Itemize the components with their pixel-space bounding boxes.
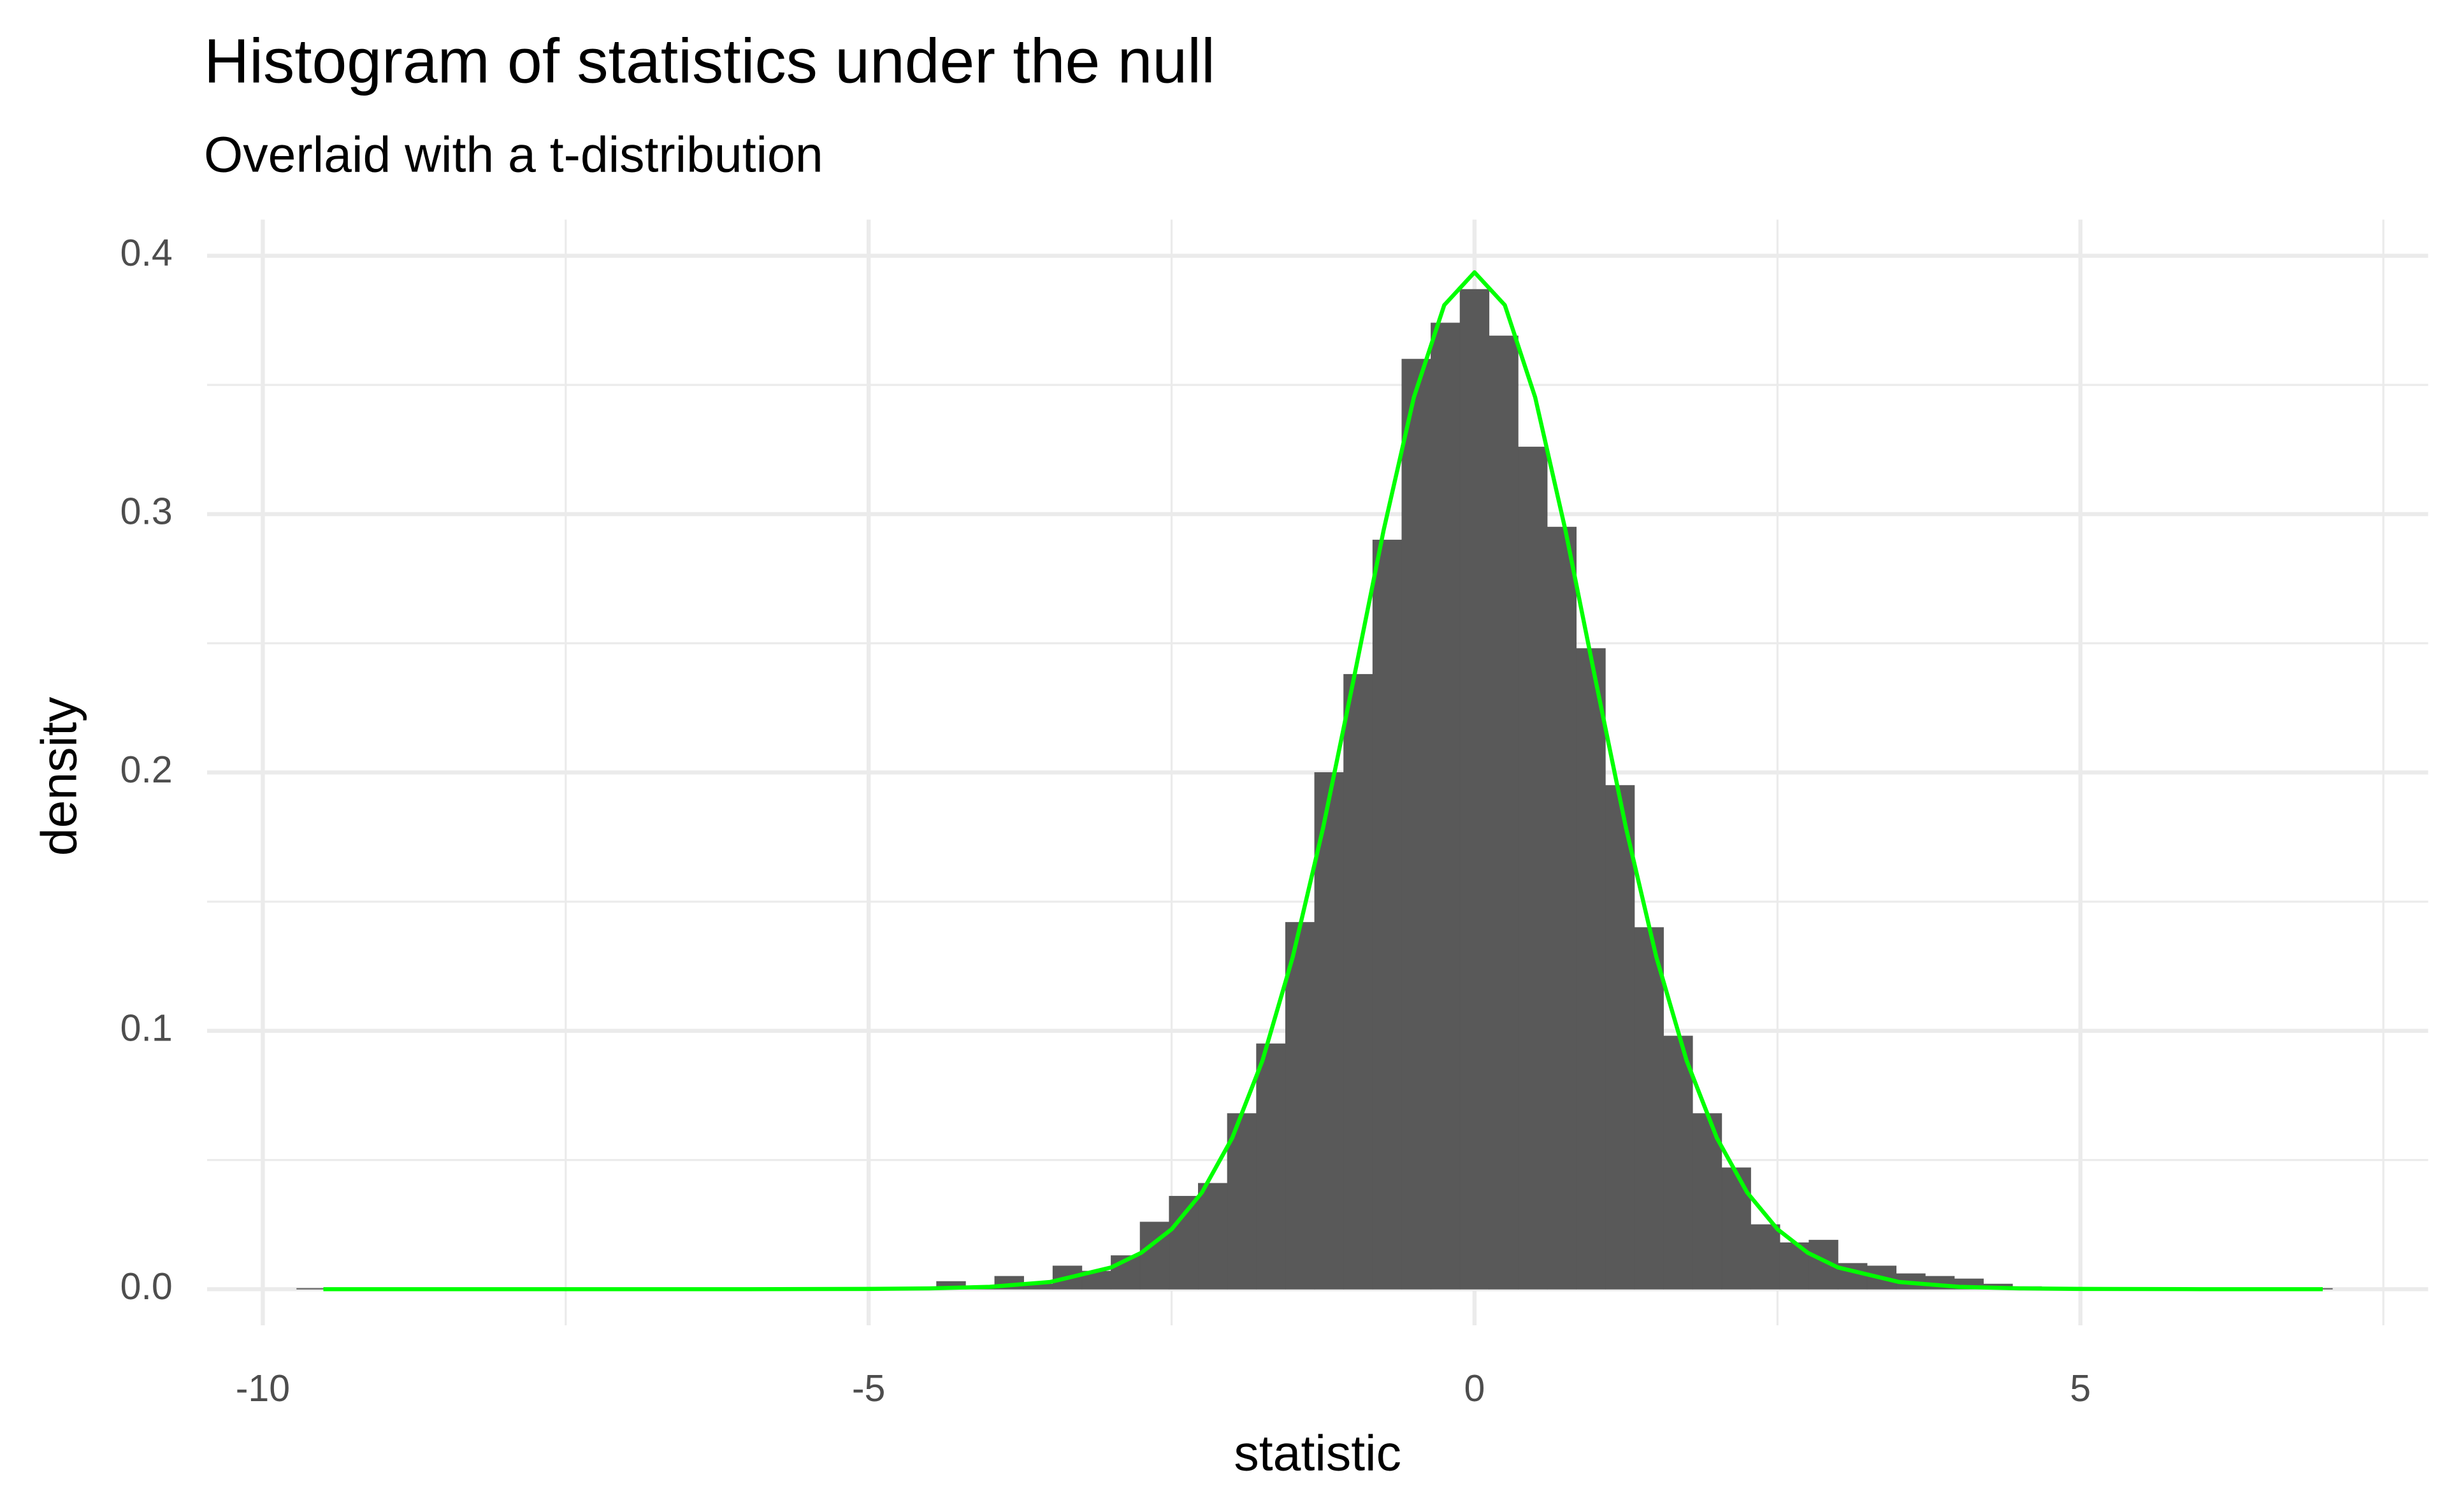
histogram-bar	[1169, 1195, 1199, 1290]
x-tick-label: -10	[236, 1367, 290, 1409]
y-axis-title: density	[31, 696, 87, 856]
histogram-bar	[1634, 927, 1664, 1290]
y-tick-label: 0.3	[120, 490, 173, 532]
histogram-bar	[1663, 1035, 1693, 1290]
histogram-bar	[1256, 1043, 1286, 1290]
histogram-bar	[1518, 447, 1548, 1290]
histogram-bar	[1576, 648, 1606, 1290]
histogram-bar	[1198, 1183, 1228, 1290]
histogram-bar	[1459, 289, 1490, 1290]
histogram-bar	[1314, 772, 1344, 1290]
y-tick-label: 0.4	[120, 232, 173, 274]
x-tick-label: 5	[2070, 1367, 2091, 1409]
x-axis-title: statistic	[1234, 1425, 1401, 1481]
chart-subtitle: Overlaid with a t-distribution	[204, 126, 823, 182]
histogram-bar	[1285, 922, 1315, 1290]
density-line	[323, 270, 2323, 1292]
histogram-bar	[1721, 1167, 1751, 1290]
chart-title: Histogram of statistics under the null	[204, 25, 1215, 96]
histogram-bar	[1547, 526, 1577, 1290]
x-tick-label: 0	[1464, 1367, 1485, 1409]
y-tick-label: 0.0	[120, 1265, 173, 1307]
histogram-bar	[1343, 673, 1373, 1290]
histogram-bar	[1750, 1224, 1780, 1290]
y-tick-label: 0.2	[120, 749, 173, 791]
x-tick-label: -5	[852, 1367, 886, 1409]
histogram-bar	[1431, 322, 1461, 1290]
marks	[296, 270, 2333, 1292]
histogram-bar	[1605, 785, 1635, 1290]
histogram-bar	[1227, 1113, 1257, 1290]
histogram-bar	[1372, 540, 1403, 1290]
histogram-bar	[1489, 335, 1519, 1290]
histogram-bar	[1401, 359, 1431, 1290]
y-tick-label: 0.1	[120, 1007, 173, 1049]
histogram-bar	[296, 1288, 326, 1290]
